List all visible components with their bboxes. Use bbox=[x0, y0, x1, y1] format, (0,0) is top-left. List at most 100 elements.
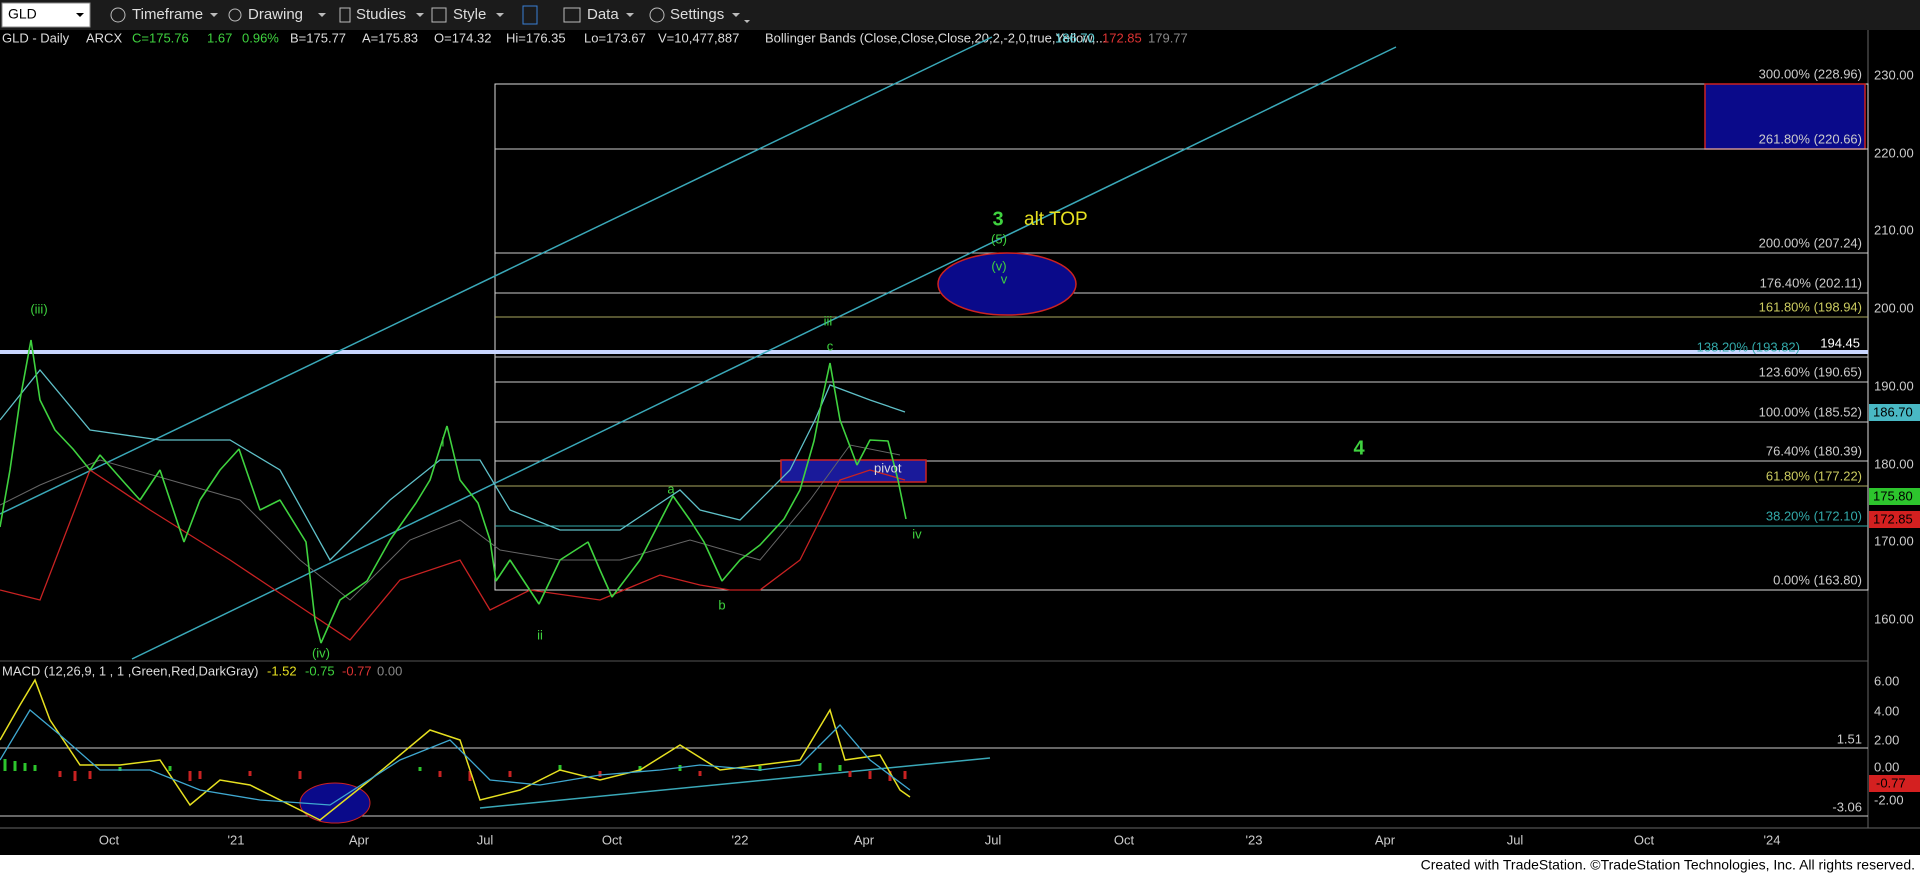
macd-line bbox=[0, 678, 911, 821]
fib-label: 161.80% (198.94) bbox=[1759, 299, 1862, 314]
y-tick-label: 160.00 bbox=[1874, 611, 1914, 626]
wave-label: (iii) bbox=[30, 301, 47, 316]
macd-value: 0.00 bbox=[377, 663, 402, 678]
fib-label: 138.20% (193.82) bbox=[1697, 339, 1800, 354]
fib-label: 176.40% (202.11) bbox=[1760, 275, 1862, 290]
y-tick-label: 220.00 bbox=[1874, 145, 1914, 160]
fib-label: 123.60% (190.65) bbox=[1759, 364, 1862, 379]
y-tick-label: 200.00 bbox=[1874, 300, 1914, 315]
price-badge-label: 172.85 bbox=[1873, 511, 1913, 526]
info-change-pct: 0.96% bbox=[242, 30, 279, 45]
x-tick-label: Oct bbox=[1114, 832, 1135, 847]
wave-label: iv bbox=[912, 526, 922, 541]
info-bid: B=175.77 bbox=[290, 30, 346, 45]
fib-label: 300.00% (228.96) bbox=[1759, 66, 1862, 81]
target-ellipse bbox=[937, 252, 1077, 316]
wave-label: iii bbox=[824, 313, 833, 328]
pivot-box bbox=[780, 459, 927, 483]
macd-title: MACD (12,26,9, 1 , 1 ,Green,Red,DarkGray… bbox=[2, 663, 258, 678]
wave-label: (5) bbox=[991, 231, 1007, 246]
x-tick-label: '21 bbox=[228, 832, 245, 847]
study-value: 179.77 bbox=[1148, 30, 1188, 45]
y-tick-label: 170.00 bbox=[1874, 533, 1914, 548]
x-tick-label: Oct bbox=[602, 832, 623, 847]
info-study: Bollinger Bands (Close,Close,Close,20,2,… bbox=[765, 30, 1106, 45]
macd-value: -0.77 bbox=[342, 663, 372, 678]
wave-labels: (iii) (iv) i ii a b c iii 3 alt TOP (5) … bbox=[30, 208, 1365, 660]
wave-label: i bbox=[442, 434, 445, 449]
study-value: 186.70 bbox=[1055, 30, 1095, 45]
channel-lower bbox=[131, 46, 1397, 660]
x-tick-label: '22 bbox=[732, 832, 749, 847]
toolbar-item[interactable]: Data bbox=[587, 6, 619, 23]
price-badge bbox=[1869, 404, 1920, 421]
toolbar-icons bbox=[110, 5, 750, 25]
info-close: C=175.76 bbox=[132, 30, 189, 45]
time-axis: Oct '21 Apr Jul Oct '22 Apr Jul Oct '23 … bbox=[99, 832, 1781, 847]
macd-axis: 6.00 4.00 2.00 0.00 -2.00 -0.77 bbox=[1869, 673, 1920, 807]
macd-level-label: -3.06 bbox=[1832, 799, 1862, 814]
footer: Created with TradeStation. ©TradeStation… bbox=[1421, 857, 1915, 873]
fib-label: 38.20% (172.10) bbox=[1766, 508, 1862, 523]
wave-label: 3 bbox=[992, 208, 1003, 230]
price-badge-label: 186.70 bbox=[1873, 404, 1913, 419]
wave-label: c bbox=[827, 338, 834, 353]
price-badge bbox=[1869, 488, 1920, 505]
x-tick-label: Apr bbox=[349, 832, 370, 847]
info-low: Lo=173.67 bbox=[584, 30, 646, 45]
wave-label: (v) bbox=[991, 258, 1006, 273]
info-symbol: GLD - Daily bbox=[2, 30, 70, 45]
fib-labels: 300.00% (228.96) 261.80% (220.66) 200.00… bbox=[1697, 66, 1862, 587]
macd-tick-label: 4.00 bbox=[1874, 703, 1899, 718]
info-ask: A=175.83 bbox=[362, 30, 418, 45]
x-tick-label: Jul bbox=[985, 832, 1002, 847]
macd-histogram bbox=[3, 759, 907, 781]
bollinger-lower bbox=[0, 469, 906, 641]
x-tick-label: '23 bbox=[1246, 832, 1263, 847]
wave-label: (iv) bbox=[312, 645, 330, 660]
fib-label: 61.80% (177.22) bbox=[1766, 468, 1862, 483]
toolbar-item[interactable]: Studies bbox=[356, 6, 406, 23]
pivot-label: pivot bbox=[874, 460, 902, 475]
info-volume: V=10,477,887 bbox=[658, 30, 739, 45]
fib-label: 76.40% (180.39) bbox=[1766, 443, 1862, 458]
target-box bbox=[1704, 83, 1866, 150]
x-tick-label: Oct bbox=[99, 832, 120, 847]
price-axis: 230.00 220.00 210.00 200.00 190.00 180.0… bbox=[1869, 67, 1920, 626]
bollinger-upper bbox=[0, 368, 906, 562]
channel-upper bbox=[0, 36, 993, 515]
symbol-box[interactable] bbox=[1, 2, 91, 28]
y-tick-label: 190.00 bbox=[1874, 378, 1914, 393]
macd-value: -1.52 bbox=[267, 663, 297, 678]
x-tick-label: Oct bbox=[1634, 832, 1655, 847]
y-tick-label: 210.00 bbox=[1874, 222, 1914, 237]
info-high: Hi=176.35 bbox=[506, 30, 566, 45]
wave-label: 4 bbox=[1353, 437, 1365, 459]
price-bars bbox=[0, 339, 907, 644]
x-tick-label: Apr bbox=[854, 832, 875, 847]
toolbar-item[interactable]: Drawing bbox=[248, 6, 303, 23]
toolbar-item[interactable]: Style bbox=[453, 6, 486, 23]
resistance-label: 194.45 bbox=[1820, 335, 1860, 350]
price-badge bbox=[1869, 511, 1920, 528]
x-tick-label: Jul bbox=[1507, 832, 1524, 847]
toolbar-item[interactable]: Timeframe bbox=[132, 6, 203, 23]
info-change: 1.67 bbox=[207, 30, 232, 45]
info-open: O=174.32 bbox=[434, 30, 491, 45]
study-value: 172.85 bbox=[1102, 30, 1142, 45]
fib-label: 200.00% (207.24) bbox=[1759, 235, 1862, 250]
price-badge-label: 175.80 bbox=[1873, 488, 1913, 503]
wave-label: ii bbox=[537, 627, 543, 642]
fib-label: 0.00% (163.80) bbox=[1773, 572, 1862, 587]
y-tick-label: 230.00 bbox=[1874, 67, 1914, 82]
alt-top-label: alt TOP bbox=[1024, 209, 1088, 230]
toolbar-item[interactable]: Settings bbox=[670, 6, 724, 23]
macd-level-label: 1.51 bbox=[1837, 731, 1862, 746]
info-line: GLD - Daily ARCX C=175.76 1.67 0.96% B=1… bbox=[2, 30, 1188, 45]
fib-lines bbox=[495, 148, 1868, 527]
x-tick-label: Apr bbox=[1375, 832, 1396, 847]
macd-badge bbox=[1869, 775, 1920, 792]
symbol-input[interactable]: GLD bbox=[8, 6, 37, 22]
